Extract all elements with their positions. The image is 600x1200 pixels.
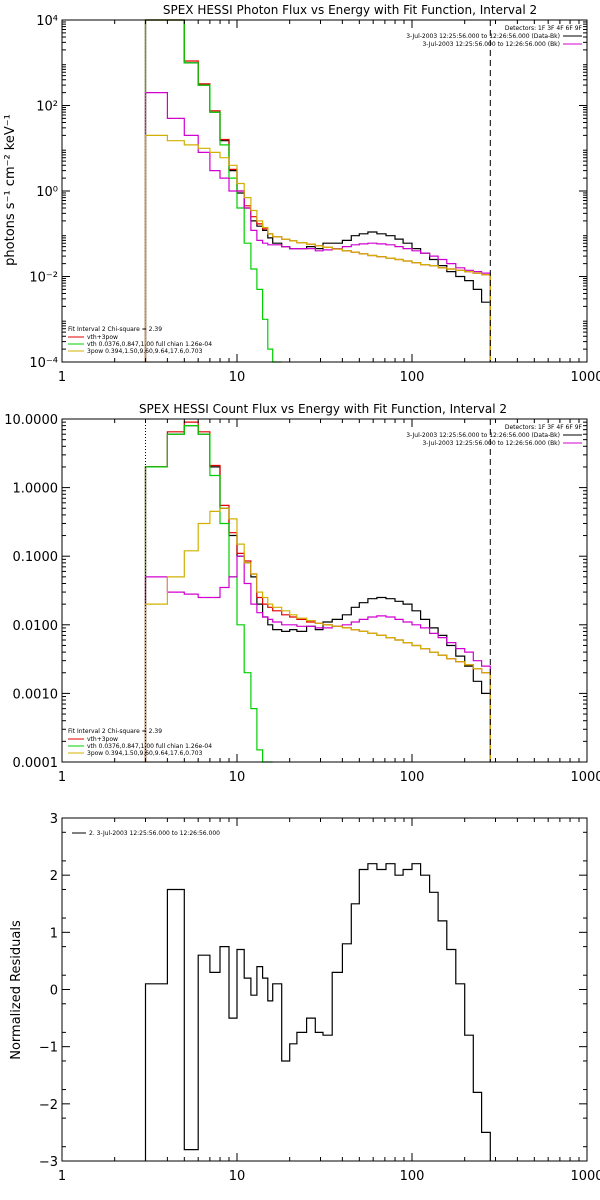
x-tick-label: 100 — [400, 370, 425, 385]
series-line — [144, 134, 491, 362]
series-line — [144, 863, 491, 1161]
reference-lines — [145, 20, 491, 362]
y-tick-label: −1 — [39, 1041, 58, 1056]
series-line — [144, 19, 491, 362]
x-tick-label: 100 — [400, 770, 425, 785]
legend-header: Detectors: 1F 3F 4F 6F 9F — [505, 424, 583, 431]
y-tick-label: 3 — [50, 812, 58, 827]
plot-frame — [61, 817, 588, 1162]
chart-title: SPEX HESSI Count Flux vs Energy with Fit… — [139, 402, 507, 416]
plot-frame — [61, 19, 588, 363]
y-tick-label: 1.0000 — [13, 482, 59, 497]
y-tick-label: 1 — [50, 926, 58, 941]
legend-fit: Fit Interval 2 Chi-square = 2.39 vth+3po… — [68, 728, 212, 757]
legend-entry: 3pow 0.394,1.50,9.60,9.64,17.6,0.703 — [87, 348, 203, 355]
series-line — [144, 507, 491, 762]
legend-entry: 3-Jul-2003 12:25:56.000 to 12:26:56.000 … — [422, 440, 560, 447]
axis-ticks: 1 10 100 1000 0.0001 0.0010 0.0100 0.1000 1.0000… — [4, 413, 600, 785]
y-tick-label: 10⁻⁴ — [29, 356, 58, 371]
series-line — [144, 425, 273, 763]
y-tick-label: 10⁰ — [36, 185, 58, 200]
legend-entry: 3pow 0.394,1.50,9.60,9.64,17.6,0.703 — [87, 750, 203, 757]
legend-detectors: Detectors: 1F 3F 4F 6F 9F 3-Jul-2003 12:… — [406, 25, 582, 48]
x-tick-label: 1000 — [570, 770, 600, 785]
chart-title: SPEX HESSI Photon Flux vs Energy with Fi… — [163, 3, 537, 17]
legend-entry: vth+3pow — [87, 736, 118, 743]
series-line — [144, 92, 491, 362]
y-tick-label: 0.1000 — [13, 550, 59, 565]
x-tick-label: 1 — [58, 770, 66, 785]
legend-detectors: Detectors: 1F 3F 4F 6F 9F 3-Jul-2003 12:… — [406, 424, 582, 447]
x-tick-label: 1 — [58, 370, 66, 385]
x-tick-label: 100 — [400, 1169, 425, 1184]
legend-header: Fit Interval 2 Chi-square = 2.39 — [68, 326, 162, 333]
legend-entry: vth+3pow — [87, 334, 118, 341]
legend-entry: 3-Jul-2003 12:25:56.000 to 12:26:56.000 … — [406, 33, 560, 40]
y-tick-label: 0.0100 — [13, 619, 59, 634]
residuals-panel: Normalized Residuals 1 10 100 1000 −3 −2 −1 0 1 2… — [9, 812, 600, 1184]
plot-frame — [61, 418, 588, 763]
y-tick-label: −2 — [39, 1098, 58, 1113]
series-line — [144, 555, 491, 762]
y-axis-label: Normalized Residuals — [9, 920, 24, 1060]
axis-ticks: 1 10 100 1000 10⁻⁴ 10⁻² 10⁰ 10² 10⁴ — [29, 14, 600, 385]
legend-header: Fit Interval 2 Chi-square = 2.39 — [68, 728, 162, 735]
axis-ticks: 1 10 100 1000 −3 −2 −1 0 1 2 3 — [39, 812, 600, 1184]
y-tick-label: 10⁴ — [36, 14, 58, 29]
series-group — [144, 19, 491, 363]
x-tick-label: 1 — [58, 1169, 66, 1184]
y-axis-label: photons s⁻¹ cm⁻² keV⁻¹ — [3, 114, 18, 266]
y-tick-label: 10.0000 — [4, 413, 58, 428]
series-group — [144, 863, 491, 1161]
series-line — [144, 19, 282, 363]
x-tick-label: 1000 — [570, 1169, 600, 1184]
y-tick-label: 10⁻² — [29, 271, 58, 286]
legend-interval: 2. 3-Jul-2003 12:25:56.000 to 12:26:56.0… — [72, 830, 220, 837]
x-tick-label: 10 — [229, 770, 246, 785]
reference-lines — [145, 419, 491, 762]
y-tick-label: −3 — [39, 1155, 58, 1170]
y-tick-label: 0.0010 — [13, 687, 59, 702]
photon-flux-panel: SPEX HESSI Photon Flux vs Energy with Fi… — [3, 3, 600, 385]
legend-entry: vth 0.0376,0.847,1.00 full chian 1.26e-0… — [87, 341, 212, 348]
x-tick-label: 1000 — [570, 370, 600, 385]
y-tick-label: 0 — [50, 984, 58, 999]
x-tick-label: 10 — [229, 1169, 246, 1184]
y-tick-label: 0.0001 — [13, 756, 59, 771]
legend-entry: 3-Jul-2003 12:25:56.000 to 12:26:56.000 … — [406, 432, 560, 439]
count-flux-panel: SPEX HESSI Count Flux vs Energy with Fit… — [4, 402, 600, 785]
legend-entry: 3-Jul-2003 12:25:56.000 to 12:26:56.000 … — [422, 41, 560, 48]
y-tick-label: 2 — [50, 869, 58, 884]
legend-header: Detectors: 1F 3F 4F 6F 9F — [505, 25, 583, 32]
series-line — [144, 421, 491, 762]
x-tick-label: 10 — [229, 370, 246, 385]
legend-fit: Fit Interval 2 Chi-square = 2.39 vth+3po… — [68, 326, 212, 355]
legend-entry: vth 0.0376,0.847,1.00 full chian 1.26e-0… — [87, 743, 212, 750]
series-group — [144, 421, 491, 763]
legend-entry: 2. 3-Jul-2003 12:25:56.000 to 12:26:56.0… — [89, 830, 220, 837]
series-line — [144, 19, 491, 362]
y-tick-label: 10² — [36, 100, 58, 115]
